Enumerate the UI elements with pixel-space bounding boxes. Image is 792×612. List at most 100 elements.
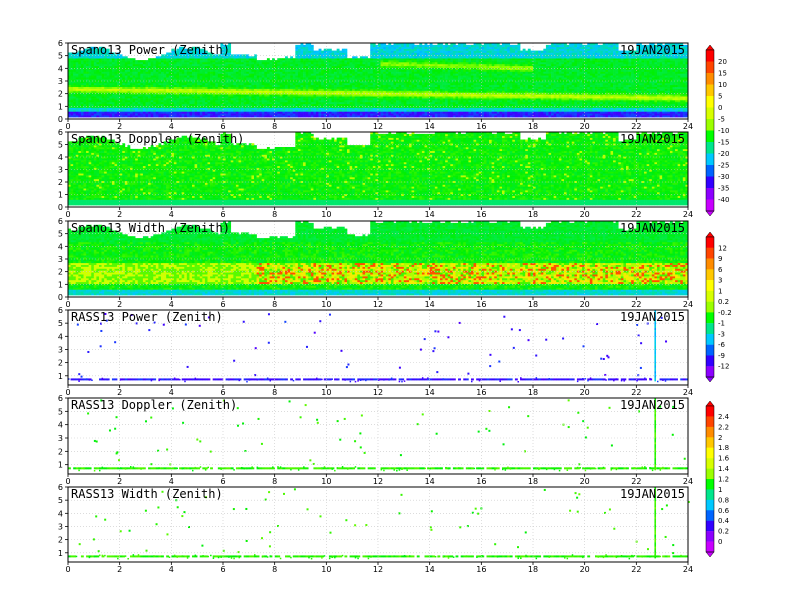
data-cell [225, 115, 229, 118]
data-cell [142, 101, 146, 105]
data-cell [277, 109, 281, 112]
data-cell [246, 98, 250, 101]
data-cell [246, 65, 250, 68]
data-cell [406, 96, 410, 99]
data-cell [93, 90, 97, 93]
data-cell [403, 46, 407, 49]
data-cell [204, 56, 208, 59]
data-cell [106, 84, 110, 87]
data-cell [176, 52, 180, 55]
data-cell [88, 58, 92, 61]
data-cell [204, 63, 208, 67]
data-cell [393, 113, 397, 116]
data-cell [99, 77, 102, 80]
data-cell [70, 94, 74, 97]
data-cell [83, 75, 87, 78]
data-cell [341, 56, 345, 59]
data-cell [86, 107, 89, 110]
data-cell [390, 98, 394, 101]
data-cell [403, 88, 407, 91]
data-cell [434, 88, 438, 91]
data-cell [173, 54, 177, 57]
data-cell [287, 96, 291, 99]
data-cell [210, 107, 213, 110]
data-cell [204, 60, 208, 63]
data-cell [321, 54, 325, 57]
data-cell [292, 94, 296, 97]
data-cell [184, 115, 188, 118]
data-cell [111, 113, 115, 116]
data-cell [396, 67, 399, 70]
data-cell [168, 98, 172, 101]
data-cell [225, 52, 229, 55]
data-cell [349, 77, 353, 80]
data-cell [91, 46, 95, 49]
data-cell [75, 90, 79, 93]
data-cell [375, 75, 379, 78]
data-cell [254, 67, 257, 70]
data-cell [168, 111, 172, 114]
data-cell [372, 73, 376, 76]
data-cell [323, 98, 327, 101]
data-cell [303, 92, 306, 95]
data-cell [269, 96, 273, 99]
data-cell [192, 103, 195, 106]
data-cell [393, 115, 397, 118]
data-cell [122, 81, 126, 84]
data-cell [383, 77, 387, 80]
data-cell [150, 115, 154, 118]
data-cell [297, 67, 301, 70]
data-cell [233, 101, 237, 105]
data-cell [106, 79, 110, 82]
data-cell [254, 82, 257, 86]
data-cell [372, 107, 376, 110]
data-cell [334, 100, 337, 103]
data-cell [186, 113, 190, 116]
data-cell [220, 107, 224, 110]
data-cell [396, 77, 399, 80]
data-cell [210, 103, 213, 106]
data-cell [148, 111, 151, 114]
data-cell [233, 67, 237, 70]
data-cell [279, 65, 283, 68]
data-cell [414, 90, 418, 93]
data-cell [419, 56, 423, 59]
data-cell [137, 109, 141, 112]
data-cell [111, 73, 115, 76]
data-cell [145, 71, 149, 74]
data-cell [243, 56, 247, 59]
data-cell [339, 73, 343, 76]
data-cell [378, 71, 381, 74]
data-cell [414, 60, 418, 63]
data-cell [388, 101, 392, 105]
data-cell [132, 73, 136, 76]
data-cell [419, 46, 423, 49]
data-cell [261, 75, 265, 78]
data-cell [106, 73, 110, 76]
data-cell [109, 58, 113, 61]
data-cell [261, 65, 265, 68]
data-cell [220, 84, 224, 87]
data-cell [130, 73, 133, 76]
data-cell [403, 90, 407, 93]
data-cell [380, 46, 384, 49]
data-cell [323, 65, 327, 68]
data-cell [161, 86, 164, 89]
data-cell [101, 84, 105, 87]
data-cell [153, 71, 157, 74]
data-cell [241, 113, 244, 116]
data-cell [326, 50, 330, 53]
data-cell [437, 113, 441, 116]
data-cell [390, 82, 394, 86]
data-cell [225, 100, 229, 103]
data-cell [96, 54, 100, 57]
data-cell [416, 67, 420, 70]
data-cell [248, 75, 252, 78]
data-cell [99, 109, 102, 112]
data-cell [367, 115, 371, 118]
data-cell [269, 111, 273, 114]
data-cell [334, 113, 337, 116]
data-cell [210, 65, 213, 68]
data-cell [259, 67, 263, 70]
data-cell [429, 111, 433, 114]
